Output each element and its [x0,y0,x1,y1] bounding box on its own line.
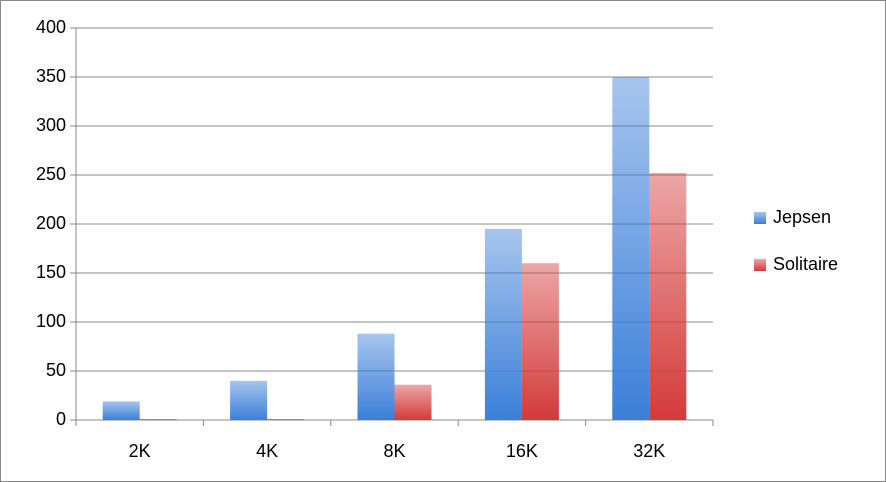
bar [394,384,432,420]
y-tick-label: 400 [36,17,66,37]
bar [267,419,305,420]
x-tick-label: 8K [383,441,405,461]
bar [484,228,522,420]
x-tick-label: 4K [256,441,278,461]
bar [230,380,268,420]
y-tick-label: 350 [36,66,66,86]
y-tick-label: 100 [36,311,66,331]
x-tick-label: 32K [633,441,665,461]
y-tick-label: 300 [36,115,66,135]
bar [649,173,687,420]
legend-swatch [754,259,766,271]
x-tick-label: 16K [506,441,538,461]
y-tick-label: 0 [56,409,66,429]
x-tick-label: 2K [129,441,151,461]
bar [612,77,650,420]
y-tick-label: 50 [46,360,66,380]
y-tick-label: 200 [36,213,66,233]
y-tick-label: 150 [36,262,66,282]
bar [357,333,395,420]
y-tick-label: 250 [36,164,66,184]
bar [521,263,559,420]
legend-label: Jepsen [773,207,831,227]
bar [139,419,177,420]
bar [102,401,140,420]
legend-label: Solitaire [773,254,838,274]
legend-swatch [754,212,766,224]
